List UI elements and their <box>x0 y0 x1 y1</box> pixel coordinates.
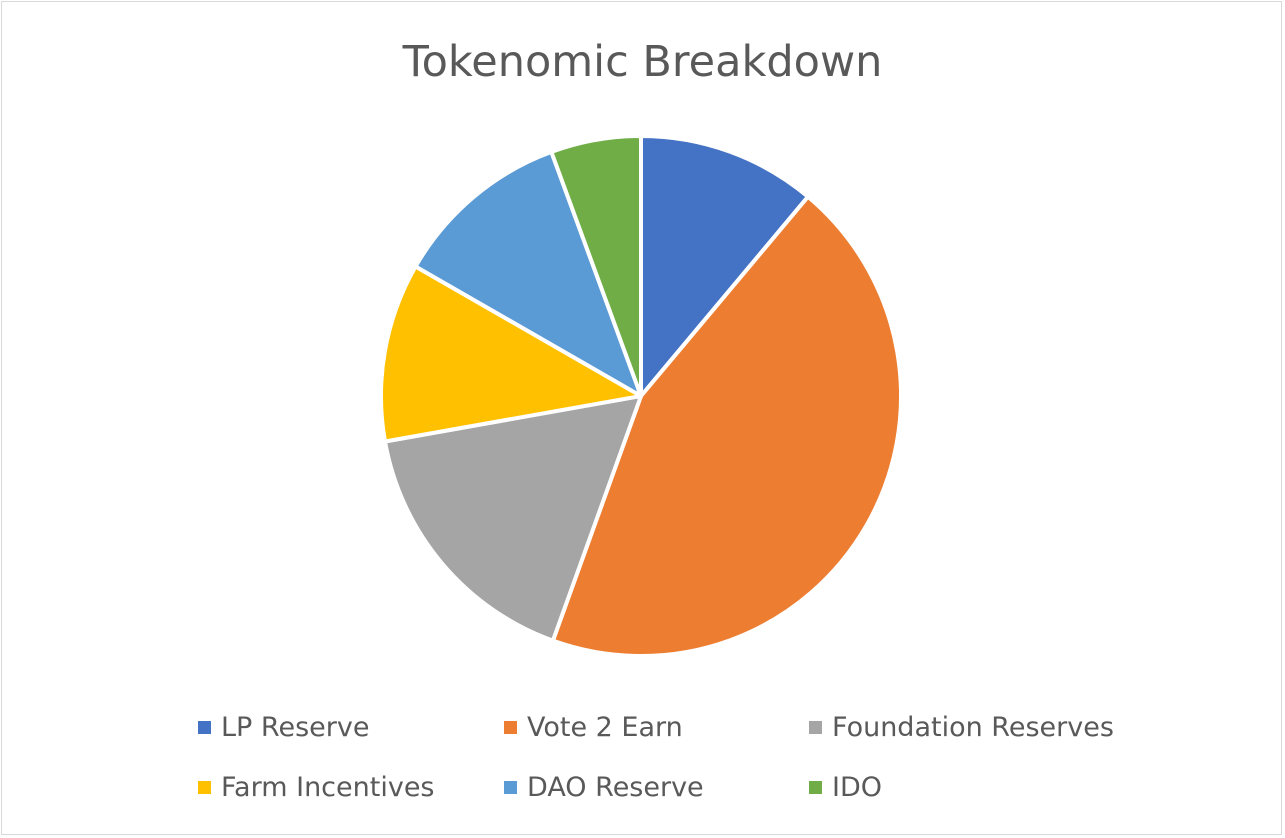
pie-slice-farm-incentives <box>379 264 643 444</box>
pie-slice-ido <box>549 134 643 398</box>
pie-slice-lp-reserve <box>639 134 810 398</box>
pie-slice-foundation-reserves <box>383 394 643 643</box>
pie-slice-vote-2-earn <box>550 194 904 658</box>
pie-slice-dao-reserve <box>413 149 643 398</box>
chart-title: Tokenomic Breakdown <box>402 37 883 87</box>
